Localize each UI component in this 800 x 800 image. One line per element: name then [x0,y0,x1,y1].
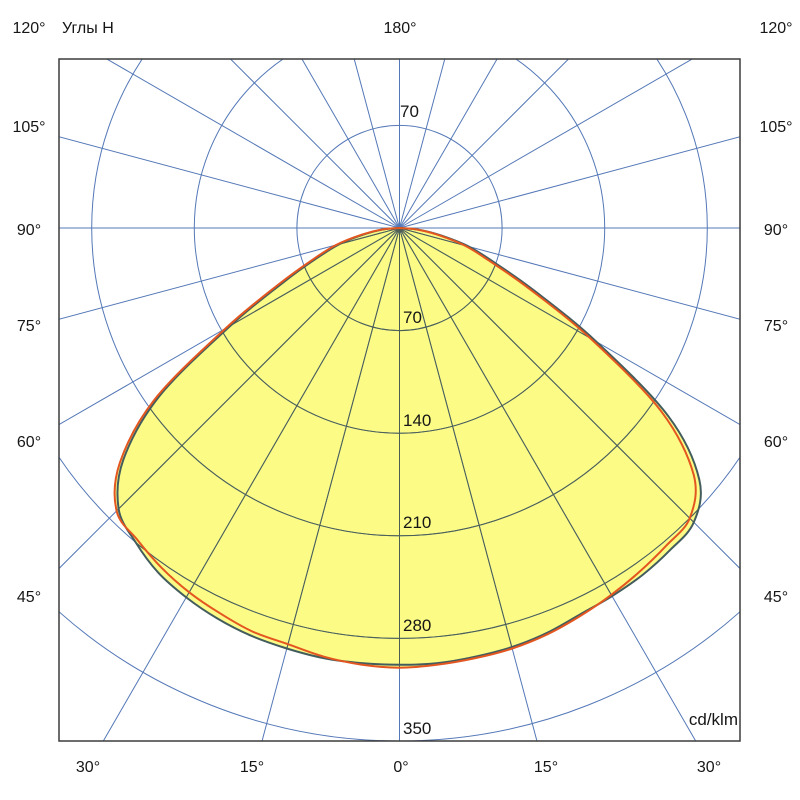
ring-value-label: 350 [403,719,432,738]
beam-fill [114,228,701,668]
left-angle-label: 75° [16,318,42,335]
right-angle-label: 120° [759,20,793,37]
ring-value-label: 140 [403,411,432,430]
right-angle-label: 90° [763,222,789,239]
right-angle-label: 75° [763,318,789,335]
bottom-angle-label: 0° [393,759,409,776]
chart-title: Углы Н [62,20,114,37]
top-angle-label: 180° [383,20,417,37]
bottom-angle-label: 15° [239,759,265,776]
right-angle-label: 60° [763,434,789,451]
unit-label: cd/klm [688,710,738,729]
right-angle-label: 105° [759,119,793,136]
left-angle-label: 105° [12,119,46,136]
intensity-curves [113,226,702,669]
bottom-angle-label: 30° [696,759,722,776]
ring-value-label: 280 [403,616,432,635]
left-angle-label: 90° [16,222,42,239]
ring-value-label: 70 [400,102,419,121]
curve-c0-c180 [113,226,697,669]
ring-value-label: 70 [403,308,422,327]
left-angle-label: 45° [16,589,42,606]
left-angle-label: 60° [16,434,42,451]
left-angle-label: 120° [12,20,46,37]
bottom-angle-label: 15° [533,759,559,776]
right-angle-label: 45° [763,589,789,606]
ring-value-label: 210 [403,513,432,532]
curve-c90-c270 [116,226,702,666]
plot-border [58,58,741,742]
bottom-angle-label: 30° [75,759,101,776]
